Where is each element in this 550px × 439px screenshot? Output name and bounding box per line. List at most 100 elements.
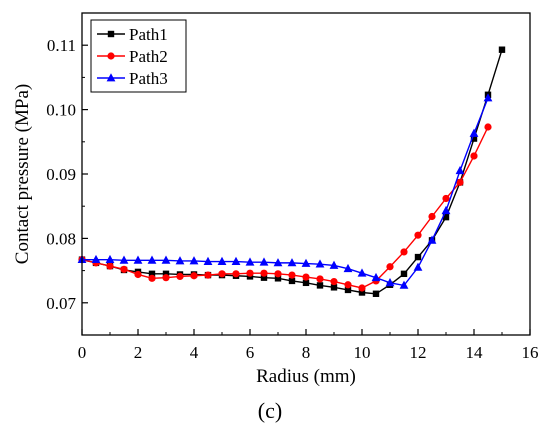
data-point — [120, 265, 128, 273]
data-point — [231, 256, 241, 265]
data-point — [343, 263, 353, 273]
x-tick-label: 16 — [522, 343, 539, 362]
data-point — [119, 255, 129, 264]
data-point — [106, 262, 114, 270]
data-point — [203, 256, 213, 265]
data-point — [162, 274, 170, 282]
data-point — [442, 213, 450, 221]
data-point — [498, 46, 506, 53]
data-point — [484, 123, 492, 131]
data-point — [385, 278, 395, 287]
data-point — [330, 277, 338, 286]
series-path3 — [77, 93, 493, 289]
y-tick-label: 0.09 — [46, 165, 76, 184]
data-point — [287, 258, 297, 267]
y-tick-label: 0.10 — [46, 101, 76, 120]
data-point — [386, 263, 394, 271]
data-point — [204, 271, 212, 279]
data-point — [161, 255, 171, 264]
x-tick-label: 4 — [190, 343, 199, 362]
data-point — [469, 128, 479, 137]
legend-marker — [107, 30, 115, 38]
data-point — [148, 274, 156, 282]
data-point — [442, 194, 450, 203]
y-axis-label: Contact pressure (MPa) — [12, 84, 33, 264]
data-point — [273, 258, 283, 267]
data-point — [190, 272, 198, 280]
data-point — [470, 152, 478, 160]
data-point — [399, 280, 409, 289]
data-point — [302, 273, 310, 281]
x-tick-label: 12 — [410, 343, 427, 362]
legend-item-path3: Path3 — [97, 69, 168, 88]
series-path2 — [78, 123, 492, 292]
data-point — [246, 269, 254, 277]
data-point — [413, 262, 423, 271]
data-point — [357, 268, 367, 277]
x-tick-label: 0 — [78, 343, 87, 362]
data-point — [358, 284, 366, 292]
data-point — [344, 286, 352, 294]
data-point — [371, 272, 381, 282]
data-point — [274, 275, 282, 282]
data-point — [483, 93, 493, 102]
y-tick-label: 0.08 — [46, 229, 76, 248]
data-point — [301, 258, 311, 267]
legend-label: Path1 — [129, 25, 168, 44]
data-point — [288, 277, 296, 285]
data-point — [428, 212, 436, 221]
series-line-path3 — [82, 97, 489, 287]
legend-marker — [106, 73, 116, 82]
data-point — [414, 253, 422, 261]
legend-marker — [107, 52, 115, 60]
data-point — [175, 256, 185, 265]
data-point — [302, 279, 310, 287]
data-point — [456, 178, 464, 186]
x-tick-label: 14 — [466, 343, 484, 362]
data-point — [259, 257, 269, 266]
data-point — [147, 255, 157, 264]
legend-label: Path3 — [129, 69, 168, 88]
data-point — [358, 289, 366, 296]
data-point — [260, 274, 268, 281]
data-point — [288, 271, 296, 279]
data-point — [330, 284, 338, 291]
data-point — [260, 269, 268, 277]
legend-label: Path2 — [129, 47, 168, 66]
data-point — [91, 254, 101, 264]
data-point — [455, 165, 465, 175]
data-point — [189, 256, 199, 265]
data-point — [315, 259, 325, 268]
panel-label: (c) — [258, 398, 282, 423]
data-point — [414, 231, 422, 239]
data-point — [176, 272, 184, 280]
data-point — [470, 135, 478, 142]
data-point — [400, 248, 408, 256]
legend-item-path1: Path1 — [97, 25, 168, 44]
legend-item-path2: Path2 — [97, 47, 168, 66]
data-point — [148, 270, 156, 278]
y-tick-label: 0.11 — [47, 36, 76, 55]
data-point — [162, 270, 170, 278]
data-point — [316, 275, 324, 283]
series-line-path2 — [81, 126, 489, 289]
data-point — [134, 270, 142, 279]
data-point — [274, 270, 282, 278]
data-point — [217, 256, 227, 265]
y-tick-label: 0.07 — [46, 294, 76, 313]
data-point — [400, 270, 408, 278]
x-tick-label: 10 — [354, 343, 371, 362]
data-point — [232, 270, 240, 278]
data-point — [329, 260, 339, 269]
data-point — [245, 257, 255, 266]
data-point — [344, 281, 352, 289]
data-point — [441, 205, 451, 215]
data-point — [427, 235, 437, 244]
data-point — [133, 255, 143, 264]
x-axis-label: Radius (mm) — [256, 366, 356, 387]
data-point — [316, 282, 324, 289]
x-tick-label: 2 — [134, 343, 143, 362]
data-point — [105, 254, 115, 264]
